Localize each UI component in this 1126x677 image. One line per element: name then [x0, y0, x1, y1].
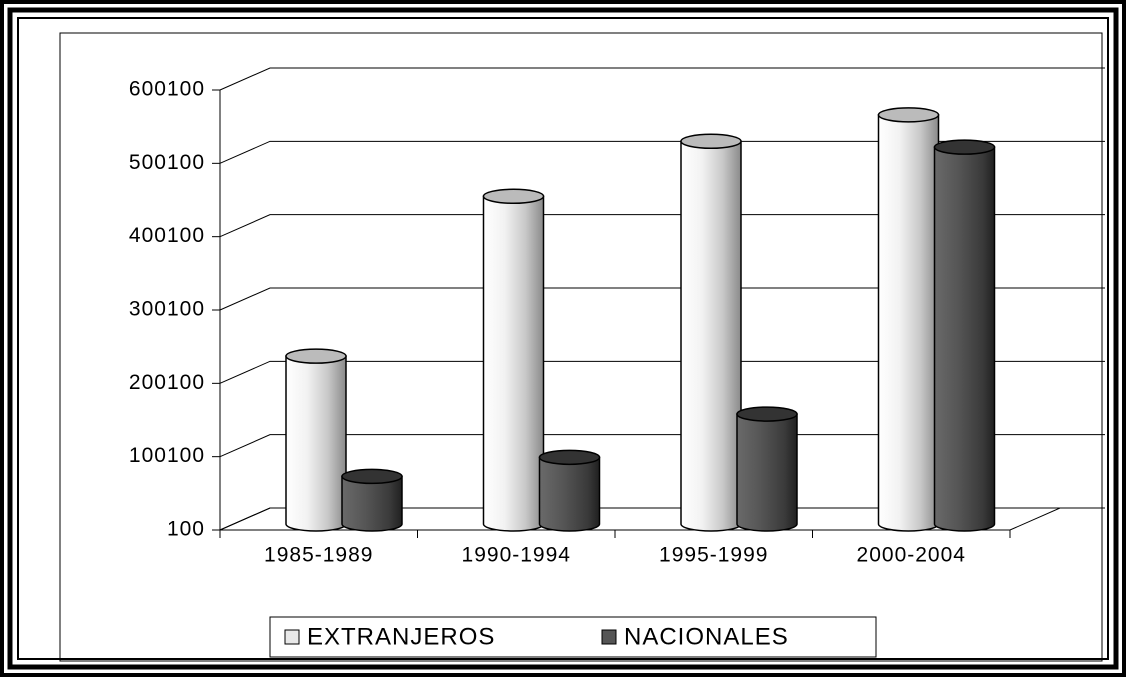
frame-middle [7, 7, 1119, 670]
y-tick-label: 300100 [129, 298, 205, 321]
legend-swatch [284, 629, 300, 645]
bar-body [680, 140, 742, 532]
x-tick-label: 2000-2004 [857, 544, 966, 567]
y-tick-label: 100100 [129, 444, 205, 467]
bar-body [538, 456, 601, 532]
bar [482, 188, 545, 532]
legend-label: NACIONALES [624, 623, 789, 650]
y-tick-label: 100 [167, 518, 205, 541]
grid-line [219, 507, 1105, 531]
y-tick-label: 500100 [129, 151, 205, 174]
grid-line [219, 360, 1105, 384]
grid-line [219, 214, 1105, 238]
grid-line [219, 287, 1105, 311]
grid-line [219, 140, 1105, 164]
grid-line [219, 434, 1105, 458]
x-tick-label: 1995-1999 [659, 544, 768, 567]
x-tick-label: 1985-1989 [264, 544, 373, 567]
bar-body [341, 475, 403, 532]
bar [680, 133, 742, 532]
y-tick-label: 600100 [129, 78, 205, 101]
bar-top [285, 348, 347, 364]
plot-frame [59, 32, 1103, 662]
bar-top [877, 107, 940, 123]
bar-body [877, 114, 940, 532]
legend-box [269, 616, 877, 658]
frame-inner [17, 17, 1109, 660]
bar [341, 468, 403, 532]
bar-body [285, 355, 347, 532]
bar-top [680, 133, 742, 150]
legend-label: EXTRANJEROS [307, 623, 495, 650]
x-tick-label: 1990-1994 [462, 544, 571, 567]
bar-body [736, 413, 798, 532]
bar-body [482, 195, 545, 532]
bar-top [538, 449, 601, 466]
bar [933, 139, 996, 532]
bar-top [482, 188, 545, 205]
bar [877, 107, 940, 532]
bar [736, 406, 798, 532]
y-tick-label: 400100 [129, 224, 205, 247]
bar-top [341, 468, 403, 485]
legend-swatch [601, 629, 617, 645]
bar-body [933, 146, 996, 532]
bar [538, 449, 601, 532]
bar [285, 348, 347, 532]
bar-top [736, 406, 798, 422]
bar-top [933, 139, 996, 155]
grid-line [219, 67, 1105, 91]
y-tick-label: 200100 [129, 371, 205, 394]
